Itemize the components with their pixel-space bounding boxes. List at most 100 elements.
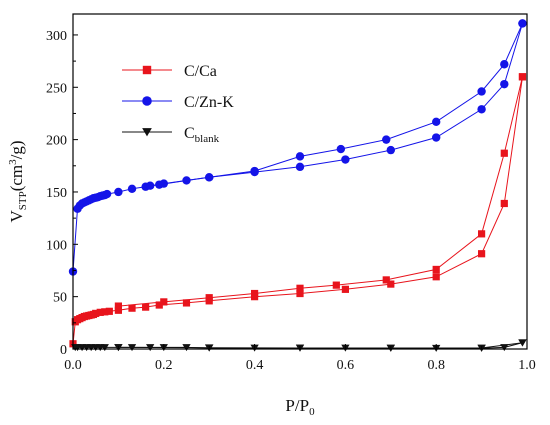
data-point — [382, 135, 391, 144]
legend-label: C/Ca — [184, 63, 217, 80]
data-point — [128, 304, 136, 312]
data-point — [155, 301, 163, 309]
data-point — [182, 176, 191, 185]
data-point — [387, 280, 395, 288]
data-point — [296, 284, 304, 292]
data-point — [518, 19, 527, 28]
x-tick-label: 0.8 — [427, 358, 445, 373]
series-line-adsorption — [72, 23, 523, 272]
x-tick-label: 0.0 — [64, 358, 82, 373]
legend: C/Ca C/Zn-K Cblank — [122, 63, 234, 145]
data-point — [146, 344, 155, 352]
legend-label-main: C/Ca — [184, 63, 217, 80]
data-point — [250, 166, 259, 176]
data-point — [142, 303, 150, 311]
data-point — [341, 155, 350, 164]
data-point — [295, 152, 305, 161]
x-axis-title: P/P0 — [285, 396, 315, 418]
legend-marker — [142, 128, 152, 137]
legend-label-main: C/Zn-K — [184, 94, 234, 111]
series-layer — [68, 19, 527, 352]
data-point — [500, 199, 508, 208]
data-point — [477, 105, 486, 114]
y-axis-title-suffix: /g) — [7, 140, 26, 159]
data-point — [478, 250, 486, 258]
y-tick-label: 250 — [46, 81, 67, 96]
data-point — [518, 73, 527, 81]
data-point — [114, 306, 122, 314]
data-point — [336, 144, 346, 154]
data-point — [159, 179, 168, 188]
data-point — [105, 307, 113, 315]
y-axis-title-sup: 3 — [7, 159, 19, 165]
data-point — [500, 60, 509, 69]
legend-label: C/Zn-K — [184, 94, 234, 111]
y-tick-label: 150 — [46, 186, 67, 201]
legend-label-sub: blank — [195, 133, 220, 145]
data-point — [432, 265, 440, 274]
series-line-desorption — [118, 342, 523, 349]
data-point — [205, 173, 214, 182]
data-point — [145, 181, 155, 190]
data-point — [341, 285, 349, 293]
y-tick-label: 100 — [46, 238, 67, 253]
x-axis-title-main: P/P — [285, 396, 309, 415]
x-tick-label: 0.6 — [337, 358, 355, 373]
data-point — [500, 149, 508, 157]
y-tick-label: 200 — [46, 134, 67, 149]
data-point — [500, 79, 509, 89]
data-point — [92, 309, 100, 318]
legend-marker — [142, 96, 152, 106]
data-point — [205, 294, 213, 302]
ticks-layer: 0.0 0.2 0.4 0.6 0.8 1.0 0 50 100 150 200 250 300 — [46, 29, 536, 373]
legend-label-main: C — [184, 125, 195, 142]
series-c-zn-k — [68, 19, 527, 276]
data-point — [386, 145, 395, 155]
data-point — [432, 133, 441, 142]
data-point — [432, 117, 441, 127]
x-tick-label: 1.0 — [518, 358, 536, 373]
series-cblank — [71, 339, 527, 352]
data-point — [295, 162, 305, 172]
data-point — [296, 289, 304, 298]
y-axis-title-prefix: V — [7, 210, 26, 223]
data-point — [114, 187, 123, 197]
data-point — [101, 308, 109, 316]
y-axis-title: VSTP(cm3/g) — [7, 140, 29, 222]
y-tick-label: 300 — [46, 29, 67, 44]
data-point — [518, 339, 527, 347]
legend-label: Cblank — [184, 125, 220, 145]
data-point — [114, 302, 122, 310]
data-point — [182, 344, 191, 352]
data-point — [182, 299, 191, 307]
series-line-desorption — [118, 76, 523, 307]
x-tick-label: 0.4 — [246, 358, 264, 373]
data-point — [102, 189, 112, 199]
data-point — [332, 281, 340, 289]
legend-item: C/Zn-K — [122, 94, 234, 111]
x-tick-label: 0.2 — [155, 358, 173, 373]
x-axis-title-sub: 0 — [309, 406, 315, 418]
y-axis-title-mid: (cm — [7, 165, 26, 191]
data-point — [127, 344, 137, 352]
y-tick-label: 50 — [53, 291, 67, 306]
legend-item: C/Ca — [122, 63, 217, 80]
series-c-ca — [69, 73, 527, 348]
data-point — [100, 344, 109, 352]
data-point — [160, 298, 168, 306]
data-point — [432, 273, 440, 281]
data-point — [382, 276, 390, 284]
data-point — [127, 184, 137, 194]
legend-marker — [142, 65, 152, 75]
plot-frame — [72, 13, 528, 350]
data-point — [500, 344, 509, 352]
y-axis-title-sub: STP — [17, 191, 29, 210]
data-point — [96, 308, 104, 316]
legend-item: Cblank — [122, 125, 220, 145]
data-point — [251, 289, 259, 298]
y-tick-label: 0 — [60, 343, 67, 358]
data-point — [477, 87, 486, 96]
data-point — [478, 230, 486, 238]
